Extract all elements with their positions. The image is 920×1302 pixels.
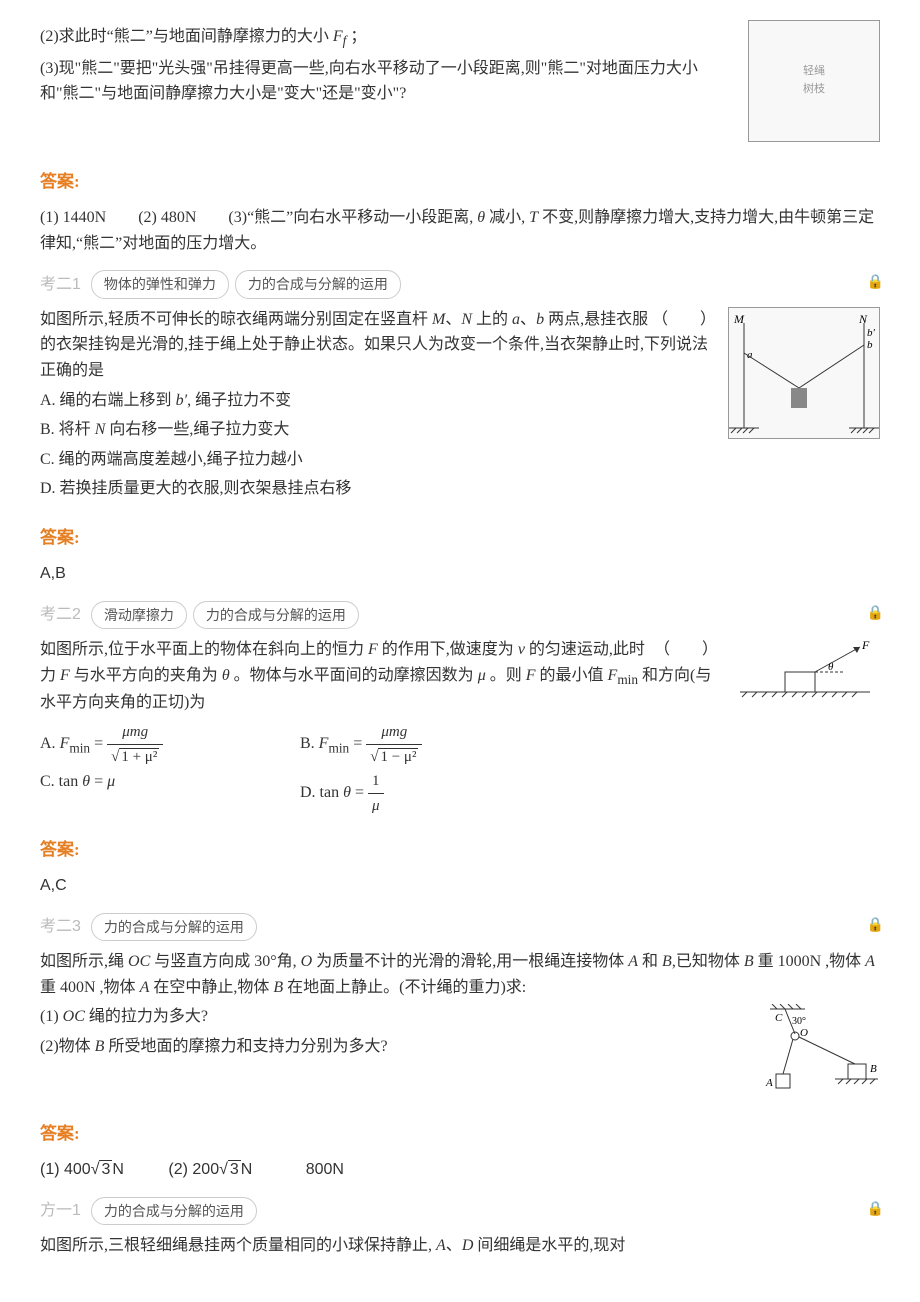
choice-row-1: A. Fmin = μmg 1 + μ² B. Fmin = μmg 1 − μ… [40,720,880,769]
numerator: μmg [122,724,148,740]
ans3: 800N [306,1161,344,1178]
choice-C: C. 绳的两端高度差越小,绳子拉力越小 [40,447,880,473]
question-id: 考二1 [40,272,81,298]
ans2-suffix: N [241,1161,253,1178]
question-header-4: 方一1 力的合成与分解的运用 🔒 [40,1197,880,1225]
svg-text:b: b [867,339,873,351]
question-id: 考二3 [40,914,81,940]
ans1-suffix: N [112,1161,124,1178]
question-id: 方一1 [40,1198,81,1224]
figure-pulley: C 30° O A B [750,1004,880,1094]
figure-clothesline: M N a b b′ [728,307,880,439]
tag[interactable]: 物体的弹性和弹力 [91,270,229,298]
svg-text:C: C [775,1012,783,1024]
lock-icon: 🔒 [867,272,884,294]
choice-D: D. tan θ = 1 μ [300,769,500,818]
svg-text:F: F [861,638,870,652]
ans1-val: 3 [99,1160,112,1178]
svg-text:B: B [870,1063,877,1075]
choice-B: B. Fmin = μmg 1 − μ² [300,720,500,769]
svg-text:A: A [765,1077,773,1089]
tag[interactable]: 力的合成与分解的运用 [91,1197,257,1225]
svg-text:θ: θ [828,661,834,673]
answer-paren: （ ） [652,307,716,333]
figure-label: 轻绳 树枝 [803,63,825,98]
answer-text: (1) 4003N (2) 2003N 800N [40,1157,880,1183]
ans2-val: 3 [228,1160,241,1178]
tag[interactable]: 力的合成与分解的运用 [91,913,257,941]
question-header-3: 考二3 力的合成与分解的运用 🔒 [40,913,880,941]
answer-text: A,C [40,873,880,899]
answer-text: (1) 1440N (2) 480N (3)“熊二”向右水平移动一小段距离, θ… [40,205,880,256]
lock-icon: 🔒 [867,603,884,625]
choice-row-2: C. tan θ = μ D. tan θ = 1 μ [40,769,880,818]
choice-C: C. tan θ = μ [40,769,240,818]
svg-text:O: O [800,1027,808,1039]
answer-label: 答案: [40,168,880,195]
answer-label: 答案: [40,1120,880,1147]
denominator: 1 − μ² [378,748,418,765]
tag[interactable]: 力的合成与分解的运用 [235,270,401,298]
answer-label: 答案: [40,836,880,863]
figure-inclined-force: F θ [730,637,880,707]
numerator: μmg [381,724,407,740]
tag[interactable]: 滑动摩擦力 [91,601,187,629]
ans1-prefix: (1) 400 [40,1161,91,1178]
question-id: 考二2 [40,602,81,628]
denominator: μ [372,798,380,814]
svg-text:b′: b′ [867,327,876,339]
svg-text:30°: 30° [792,1016,806,1027]
figure-bear-tree: 轻绳 树枝 [748,20,880,142]
lock-icon: 🔒 [867,1199,884,1221]
numerator: 1 [368,769,384,794]
lock-icon: 🔒 [867,915,884,937]
svg-text:M: M [733,312,745,326]
answer-label: 答案: [40,524,880,551]
question-text: 如图所示,三根轻细绳悬挂两个质量相同的小球保持静止, A、D 间细绳是水平的,现… [40,1233,880,1259]
question-header-1: 考二1 物体的弹性和弹力 力的合成与分解的运用 🔒 [40,270,880,298]
question-header-2: 考二2 滑动摩擦力 力的合成与分解的运用 🔒 [40,601,880,629]
ans2-prefix: (2) 200 [168,1161,219,1178]
tag[interactable]: 力的合成与分解的运用 [193,601,359,629]
choice-D: D. 若换挂质量更大的衣服,则衣架悬挂点右移 [40,476,880,502]
choice-A: A. Fmin = μmg 1 + μ² [40,720,240,769]
svg-text:N: N [858,312,868,326]
answer-paren: （ ） [654,637,718,663]
question-text: 如图所示,绳 OC 与竖直方向成 30°角, O 为质量不计的光滑的滑轮,用一根… [40,949,880,1000]
denominator: 1 + μ² [119,748,159,765]
answer-text: A,B [40,561,880,587]
